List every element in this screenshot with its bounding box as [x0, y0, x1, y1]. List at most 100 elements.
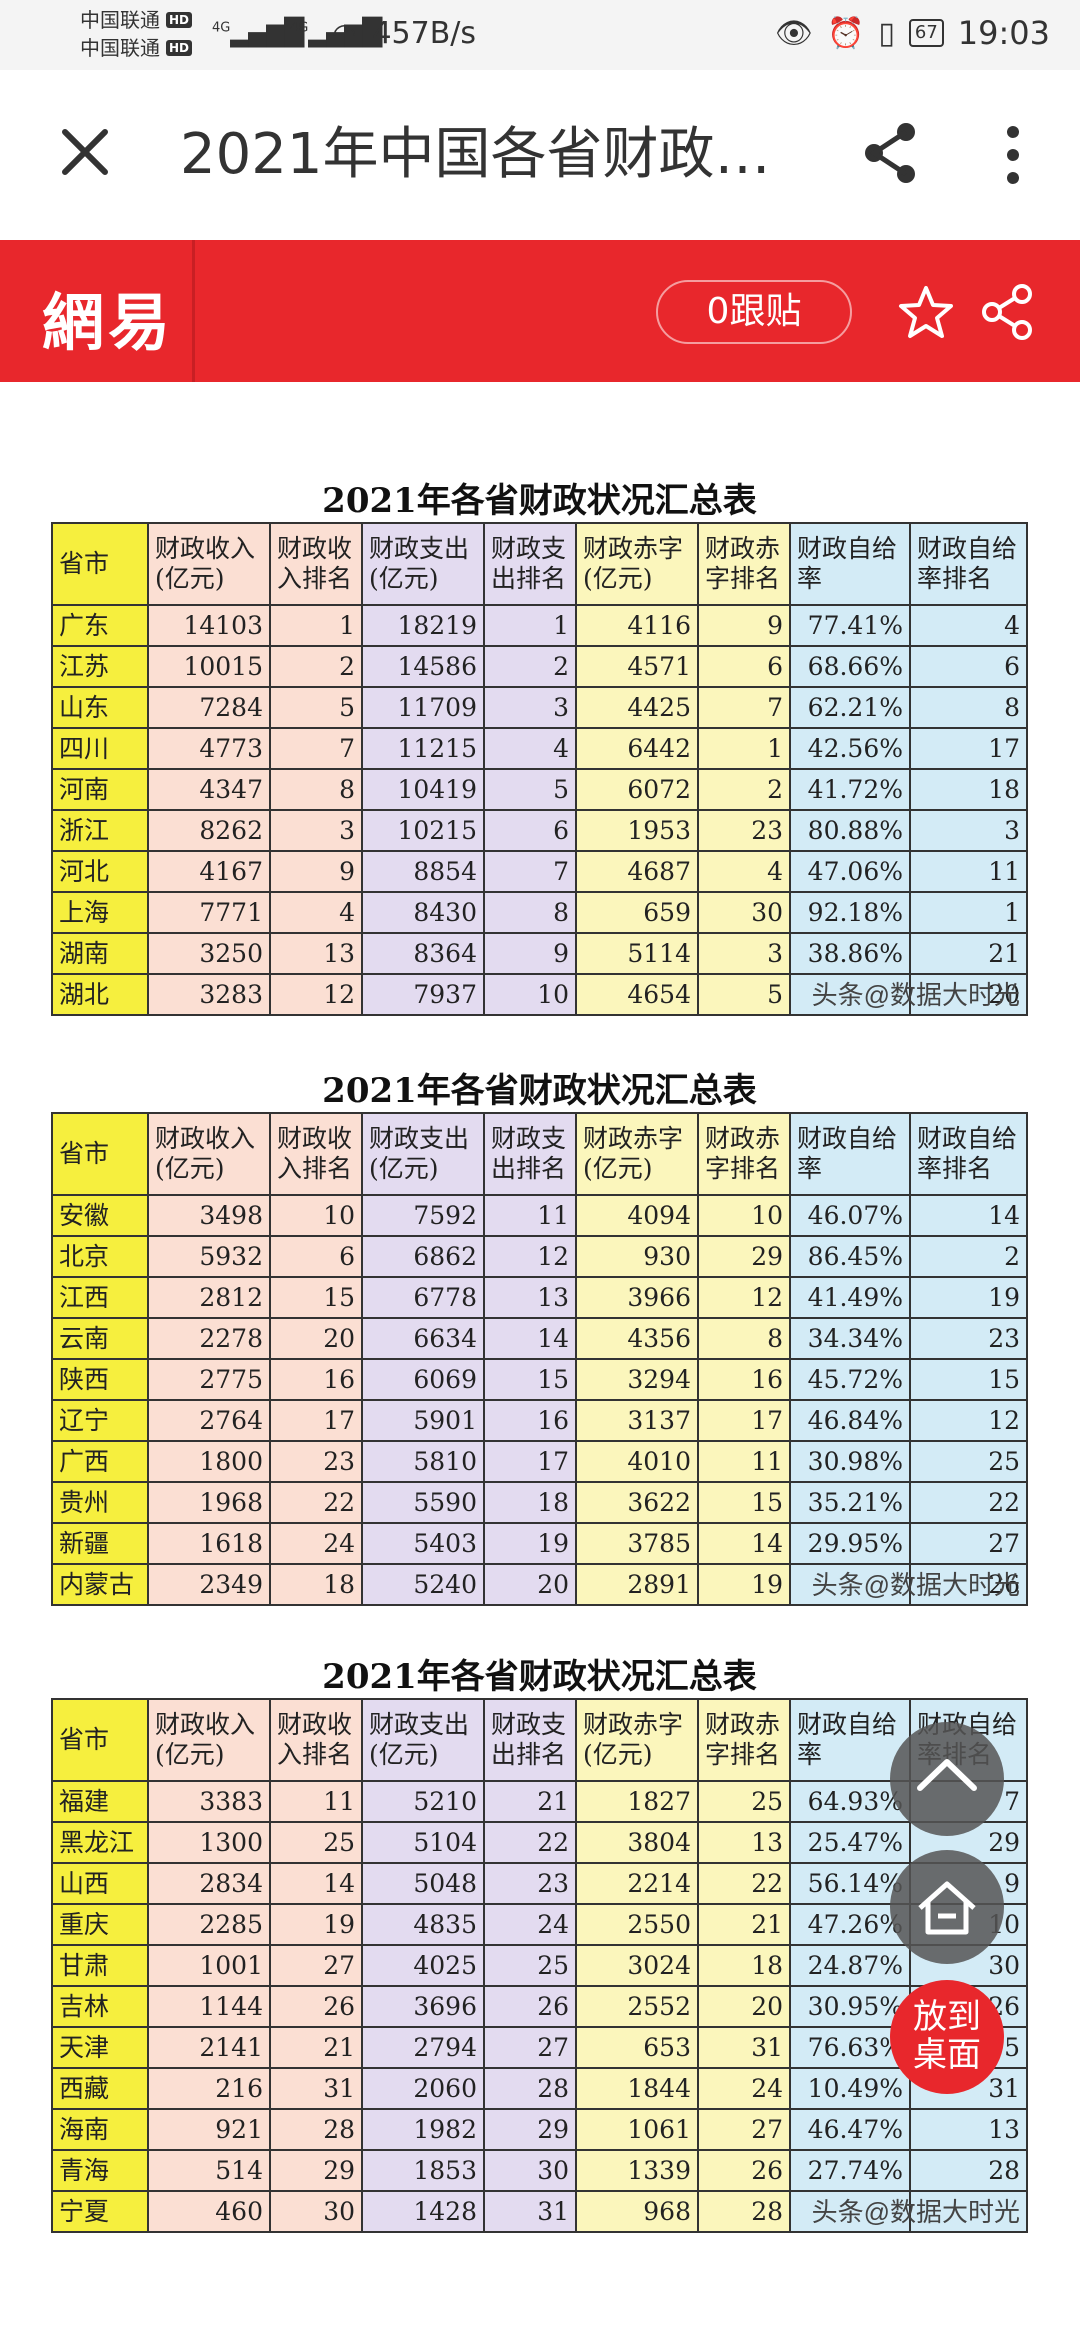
table-cell: 15 [909, 1358, 1028, 1401]
table-row: 浙江 8262 3 10215 6 1953 23 80.88% 3 [51, 809, 1028, 852]
table-cell: 10419 [361, 768, 485, 811]
table-cell: 3250 [147, 932, 271, 975]
table-cell: 11215 [361, 727, 485, 770]
table-cell: 6 [697, 645, 791, 688]
table-cell: 9 [269, 850, 363, 893]
table-cell: 3 [909, 809, 1028, 852]
table-cell: 6 [269, 1235, 363, 1278]
table-title: 2021年各省财政状况汇总表 [322, 481, 757, 521]
share-icon [865, 123, 915, 183]
table-cell: 80.88% [789, 809, 911, 852]
header-cell: 财政自给率排名 [909, 1112, 1028, 1196]
table-cell: 2764 [147, 1399, 271, 1442]
table-cell: 7 [697, 686, 791, 729]
province-cell: 江西 [51, 1276, 149, 1319]
table-row: 内蒙古 2349 18 5240 20 2891 19 26 [51, 1563, 1028, 1606]
table-row: 贵州 1968 22 5590 18 3622 15 35.21% 22 [51, 1481, 1028, 1524]
header-cell: 财政收入排名 [269, 1698, 363, 1782]
status-bar: 中国联通 HD 中国联通 HD 4G▂▄▆█ 4G▂▄▆█ ◠ 457B/s 👁 ⏰ … [0, 0, 1080, 70]
header-cell: 财政自给率 [789, 1112, 911, 1196]
add-to-desktop-button[interactable]: 放到 桌面 [890, 1980, 1004, 2094]
close-button[interactable] [52, 122, 118, 188]
table-cell: 8 [483, 891, 577, 934]
table-cell: 18 [697, 1944, 791, 1987]
arrow-up-icon [917, 1759, 977, 1791]
header-cell: 省市 [51, 1112, 149, 1196]
table-cell: 8 [909, 686, 1028, 729]
table-cell: 7284 [147, 686, 271, 729]
province-cell: 重庆 [51, 1903, 149, 1946]
article-body [0, 2300, 1080, 2340]
table-cell: 20 [909, 973, 1028, 1016]
signal-icon: 4G▂▄▆█ [290, 18, 382, 48]
table-cell: 8430 [361, 891, 485, 934]
table-row: 山东 7284 5 11709 3 4425 7 62.21% 8 [51, 686, 1028, 729]
table-cell: 15 [269, 1276, 363, 1319]
table-cell: 27 [483, 2026, 577, 2069]
header-cell: 财政支出排名 [483, 1112, 577, 1196]
province-cell: 宁夏 [51, 2190, 149, 2233]
header-cell: 财政赤字(亿元) [575, 522, 699, 606]
table-cell: 19 [697, 1563, 791, 1606]
table-cell: 5403 [361, 1522, 485, 1565]
table-cell: 10215 [361, 809, 485, 852]
table-cell: 5 [269, 686, 363, 729]
home-button[interactable] [890, 1850, 1004, 1964]
table-cell: 3622 [575, 1481, 699, 1524]
table-cell: 11709 [361, 686, 485, 729]
table-cell: 2 [697, 768, 791, 811]
table-cell: 26 [697, 2149, 791, 2192]
table-cell: 10 [697, 1194, 791, 1237]
table-cell: 13 [909, 2108, 1028, 2151]
header-cell: 财政收入(亿元) [147, 1112, 271, 1196]
table-cell: 2278 [147, 1317, 271, 1360]
table-cell: 1968 [147, 1481, 271, 1524]
table-cell: 14586 [361, 645, 485, 688]
brand-bar: 網易 0跟贴 [0, 240, 1080, 382]
table-cell: 13 [697, 1821, 791, 1864]
table-cell: 5 [483, 768, 577, 811]
network-speed: ◠ 457B/s [332, 16, 477, 51]
table-cell: 7592 [361, 1194, 485, 1237]
province-cell: 海南 [51, 2108, 149, 2151]
scroll-top-button[interactable] [890, 1722, 1004, 1836]
table-cell: 1 [269, 604, 363, 647]
table-cell: 21 [697, 1903, 791, 1946]
table-cell: 30.95% [789, 1985, 911, 2028]
table-cell: 12 [269, 973, 363, 1016]
table-row: 河南 4347 8 10419 5 6072 2 41.72% 18 [51, 768, 1028, 811]
province-cell: 北京 [51, 1235, 149, 1278]
table-cell: 92.18% [789, 891, 911, 934]
comments-button[interactable]: 0跟贴 [656, 280, 852, 344]
table-cell: 8364 [361, 932, 485, 975]
table-cell: 3 [483, 686, 577, 729]
table-cell: 3696 [361, 1985, 485, 2028]
table-cell: 659 [575, 891, 699, 934]
table-cell: 653 [575, 2026, 699, 2069]
table-cell: 2775 [147, 1358, 271, 1401]
close-icon [62, 129, 108, 175]
table-cell: 18219 [361, 604, 485, 647]
table-cell: 1339 [575, 2149, 699, 2192]
table-cell: 27 [269, 1944, 363, 1987]
table-cell: 27 [697, 2108, 791, 2151]
share-button[interactable] [858, 120, 924, 186]
favorite-button[interactable] [898, 284, 954, 340]
header-cell: 财政赤字排名 [697, 522, 791, 606]
netease-logo[interactable]: 網易 [42, 286, 175, 359]
table-cell: 28 [909, 2149, 1028, 2192]
more-button[interactable] [990, 122, 1036, 188]
province-cell: 湖北 [51, 973, 149, 1016]
table-cell: 5048 [361, 1862, 485, 1905]
table-cell: 16 [483, 1399, 577, 1442]
table-cell: 1953 [575, 809, 699, 852]
province-cell: 福建 [51, 1780, 149, 1823]
table-cell: 31 [697, 2026, 791, 2069]
table-cell: 6862 [361, 1235, 485, 1278]
table-cell: 11 [483, 1194, 577, 1237]
table-cell: 9 [483, 932, 577, 975]
table-cell: 19 [483, 1522, 577, 1565]
table-cell: 19 [909, 1276, 1028, 1319]
share-button[interactable] [978, 282, 1038, 342]
table-cell: 5932 [147, 1235, 271, 1278]
